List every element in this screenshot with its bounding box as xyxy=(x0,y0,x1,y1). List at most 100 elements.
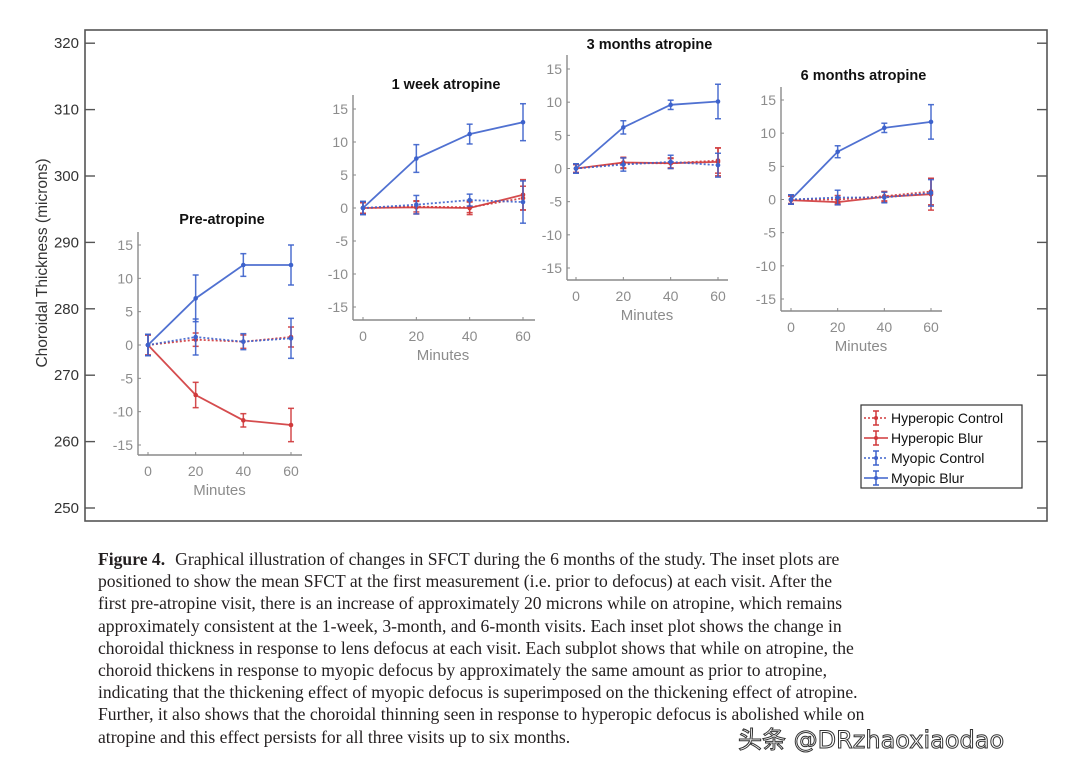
legend-box xyxy=(860,404,1023,489)
inset-x-tick-label: 60 xyxy=(283,463,299,479)
inset-y-tick-label: 10 xyxy=(760,125,776,141)
inset-title: Pre-atropine xyxy=(179,212,264,228)
inset-y-tick-label: -10 xyxy=(756,258,776,274)
series-hyperopic-control xyxy=(145,326,294,356)
inset-y-tick-label: 15 xyxy=(760,92,776,108)
main-y-tick-label: 320 xyxy=(54,35,79,52)
inset-panel-4: 6 months atropine 15 10 5 0 -5 -10 -15 0 20 40 60 Mi… xyxy=(756,68,942,355)
legend-entry-hyperopic-blur: Hyperopic Blur xyxy=(864,430,983,446)
inset-y-tick-label: 10 xyxy=(546,94,562,110)
main-frame xyxy=(84,29,1048,522)
caption-line: Further, it also shows that the choroida… xyxy=(98,704,865,725)
inset-panel-2: 1 week atropine 15 10 5 0 -5 -10 -15 0 20 40 60 Minu… xyxy=(328,77,535,364)
legend: Hyperopic Control Hyperopic Blur Myopic Co… xyxy=(860,404,1023,489)
inset-x-tick-label: 20 xyxy=(188,463,204,479)
inset-x-tick-label: 0 xyxy=(144,463,152,479)
inset-x-tick-label: 40 xyxy=(462,328,478,344)
main-y-tick-label: 260 xyxy=(54,434,79,451)
main-axis: 250 260 270 280 290 300 310 320 Choroidal Thickn… xyxy=(34,29,1048,522)
main-y-tick-label: 300 xyxy=(54,168,79,185)
data-point xyxy=(467,131,472,137)
data-point xyxy=(715,162,721,168)
inset-y-tick-label: 5 xyxy=(554,127,562,143)
inset-title: 3 months atropine xyxy=(587,37,713,53)
data-point xyxy=(520,119,526,125)
inset-x-tick-label: 60 xyxy=(923,319,939,335)
caption-line: Figure 4. Graphical illustration of chang… xyxy=(98,548,1038,570)
data-point xyxy=(520,199,526,205)
inset-x-tick-label: 40 xyxy=(236,463,252,479)
series-myopic-blur xyxy=(145,244,294,357)
data-point xyxy=(467,197,472,203)
data-point xyxy=(715,99,721,104)
main-y-tick-label: 290 xyxy=(54,234,79,251)
series-hyperopic-blur xyxy=(145,334,294,443)
main-y-tick-label: 310 xyxy=(54,102,79,119)
data-point xyxy=(241,262,246,268)
data-point xyxy=(288,262,294,268)
series-line-hyperopic-control xyxy=(791,190,932,201)
watermark: 头条 @DRzhaoxiaodao xyxy=(737,726,1005,755)
figure-caption: Figure 4. Graphical illustration of chang… xyxy=(98,548,1038,748)
inset-x-axis-label: Minutes xyxy=(417,347,470,364)
data-point xyxy=(193,334,198,340)
inset-y-tick-label: 0 xyxy=(125,337,133,353)
inset-x-axis-label: Minutes xyxy=(621,307,674,324)
inset-y-tick-label: -5 xyxy=(550,194,563,210)
data-point xyxy=(360,205,366,211)
main-y-tick-label: 280 xyxy=(54,301,79,318)
legend-label: Hyperopic Control xyxy=(891,410,1003,426)
inset-y-tick-label: -10 xyxy=(328,266,348,282)
inset-x-tick-label: 20 xyxy=(409,328,425,344)
legend-marker xyxy=(874,416,878,420)
inset-y-tick-label: 0 xyxy=(340,200,348,216)
inset-y-tick-label: 15 xyxy=(117,237,133,253)
data-point xyxy=(241,418,246,423)
caption-line: indicating that the thickening effect of… xyxy=(98,682,858,703)
series-myopic-blur xyxy=(360,102,526,216)
inset-x-axis-label: Minutes xyxy=(193,482,246,499)
main-y-tick-label: 270 xyxy=(54,367,79,384)
data-point xyxy=(882,195,887,200)
caption-line: first pre-atropine visit, there is an in… xyxy=(98,593,843,614)
legend-entry-myopic-blur: Myopic Blur xyxy=(864,470,964,486)
inset-y-tick-label: 10 xyxy=(332,134,348,150)
legend-marker xyxy=(874,476,878,480)
legend-label: Myopic Blur xyxy=(891,470,964,486)
data-point xyxy=(241,339,246,344)
series-line-myopic-control xyxy=(790,191,932,201)
inset-y-tick-label: -15 xyxy=(756,291,776,307)
data-point xyxy=(288,422,294,428)
data-point xyxy=(193,392,198,398)
data-point xyxy=(788,197,794,202)
inset-y-tick-label: 15 xyxy=(546,61,562,77)
series-line-myopic-blur xyxy=(147,264,291,346)
inset-y-tick-label: 5 xyxy=(768,158,776,174)
series-line-myopic-blur xyxy=(362,121,524,209)
data-point xyxy=(835,195,840,200)
inset-y-tick-label: 10 xyxy=(117,270,133,286)
legend-entry-hyperopic-control: Hyperopic Control xyxy=(864,410,1003,426)
main-y-axis-label: Choroidal Thickness (microns) xyxy=(34,158,51,367)
legend-entry-myopic-control: Myopic Control xyxy=(864,450,984,466)
inset-y-tick-label: 5 xyxy=(125,304,133,320)
inset-y-tick-label: 5 xyxy=(340,167,348,183)
inset-x-tick-label: 0 xyxy=(787,319,795,335)
figure-chart: 250 260 270 280 290 300 310 320 Choroidal Thickn… xyxy=(34,29,1048,522)
data-point xyxy=(882,125,887,131)
inset-x-tick-label: 40 xyxy=(663,288,679,304)
inset-x-tick-label: 60 xyxy=(710,288,726,304)
caption-line: choroid thickens in response to myopic d… xyxy=(98,660,827,681)
inset-x-tick-label: 0 xyxy=(572,288,580,304)
data-point xyxy=(928,190,934,196)
series-line-myopic-blur xyxy=(790,120,932,201)
inset-y-tick-label: 0 xyxy=(768,192,776,208)
inset-x-tick-label: 40 xyxy=(877,319,893,335)
series-line-hyperopic-blur xyxy=(147,344,292,426)
data-point xyxy=(621,125,626,130)
inset-x-tick-label: 0 xyxy=(359,328,367,344)
data-point xyxy=(928,119,934,125)
inset-x-tick-label: 60 xyxy=(515,328,531,344)
data-point xyxy=(467,205,472,211)
inset-x-tick-label: 20 xyxy=(616,288,632,304)
